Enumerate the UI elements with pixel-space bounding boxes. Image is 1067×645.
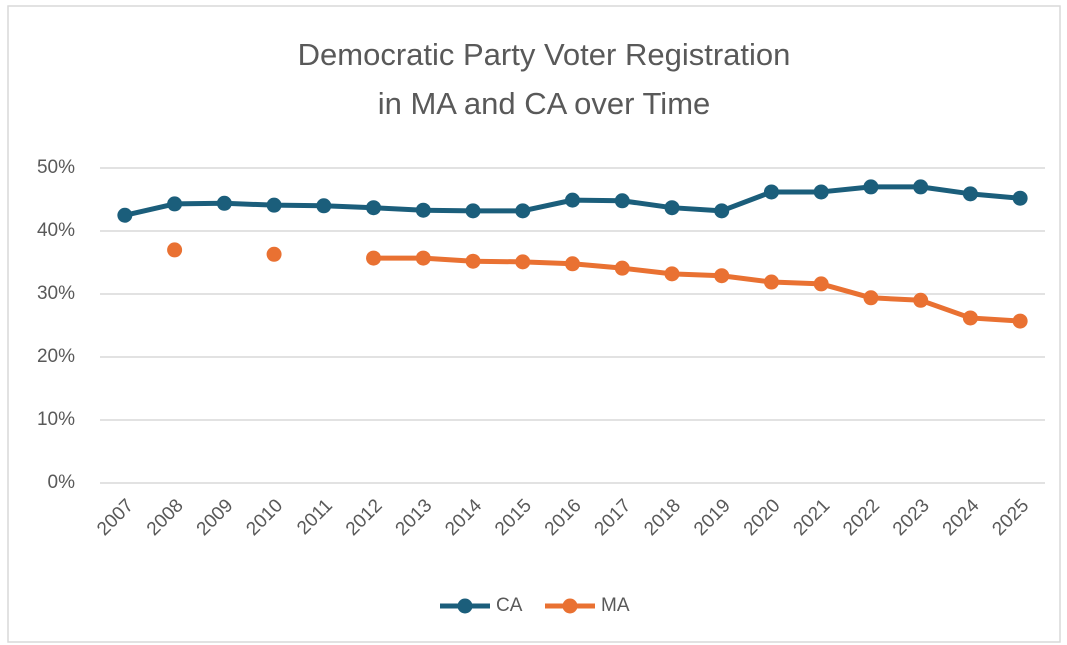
data-point — [813, 276, 829, 292]
chart-frame — [7, 5, 1061, 643]
data-point — [415, 250, 431, 266]
data-point — [266, 246, 282, 262]
data-point — [614, 193, 630, 209]
data-point — [565, 192, 580, 208]
data-point — [664, 266, 680, 282]
data-point — [863, 290, 879, 306]
chart-title: in MA and CA over Time — [378, 86, 711, 121]
data-point — [714, 203, 730, 219]
y-tick-label: 30% — [37, 283, 75, 304]
data-point — [1012, 313, 1028, 329]
data-point — [465, 203, 481, 219]
data-point — [465, 253, 481, 269]
y-tick-label: 50% — [37, 157, 75, 178]
legend-marker — [562, 598, 578, 614]
data-point — [614, 260, 630, 276]
data-point — [763, 274, 779, 290]
legend-label: CA — [496, 595, 523, 616]
data-point — [565, 256, 580, 272]
data-point — [167, 242, 183, 258]
y-tick-label: 10% — [37, 409, 75, 430]
data-point — [962, 186, 978, 202]
data-point — [117, 207, 133, 223]
data-point — [1012, 190, 1028, 206]
y-tick-label: 0% — [48, 472, 76, 493]
chart-title: Democratic Party Voter Registration — [298, 37, 791, 72]
y-tick-label: 40% — [37, 220, 75, 241]
data-point — [863, 179, 879, 195]
data-point — [216, 195, 232, 211]
data-point — [813, 184, 829, 200]
data-point — [515, 203, 531, 219]
data-point — [366, 200, 382, 216]
data-point — [515, 254, 531, 270]
data-point — [962, 310, 978, 326]
legend-label: MA — [601, 595, 630, 616]
data-point — [167, 196, 183, 212]
legend-marker — [457, 598, 473, 614]
data-point — [913, 179, 929, 195]
data-point — [366, 250, 382, 266]
data-point — [664, 200, 680, 216]
data-point — [913, 292, 929, 308]
data-point — [415, 202, 431, 218]
y-tick-label: 20% — [37, 346, 75, 367]
data-point — [266, 197, 282, 213]
data-point — [763, 184, 779, 200]
series-line — [373, 255, 1021, 324]
data-point — [316, 198, 332, 214]
data-point — [714, 268, 730, 284]
